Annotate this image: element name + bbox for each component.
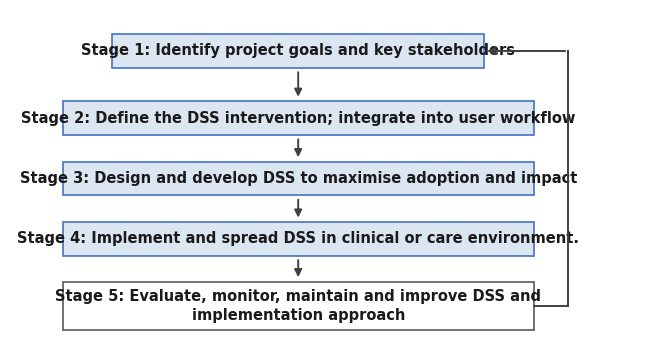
FancyBboxPatch shape <box>112 34 485 68</box>
FancyBboxPatch shape <box>63 101 534 135</box>
FancyBboxPatch shape <box>63 282 534 330</box>
FancyBboxPatch shape <box>63 222 534 256</box>
Text: Stage 2: Define the DSS intervention; integrate into user workflow: Stage 2: Define the DSS intervention; in… <box>21 111 576 126</box>
Text: Stage 5: Evaluate, monitor, maintain and improve DSS and
implementation approach: Stage 5: Evaluate, monitor, maintain and… <box>55 289 541 323</box>
Text: Stage 3: Design and develop DSS to maximise adoption and impact: Stage 3: Design and develop DSS to maxim… <box>19 171 577 186</box>
Text: Stage 1: Identify project goals and key stakeholders: Stage 1: Identify project goals and key … <box>81 44 516 59</box>
FancyBboxPatch shape <box>63 162 534 195</box>
Text: Stage 4: Implement and spread DSS in clinical or care environment.: Stage 4: Implement and spread DSS in cli… <box>17 231 579 246</box>
